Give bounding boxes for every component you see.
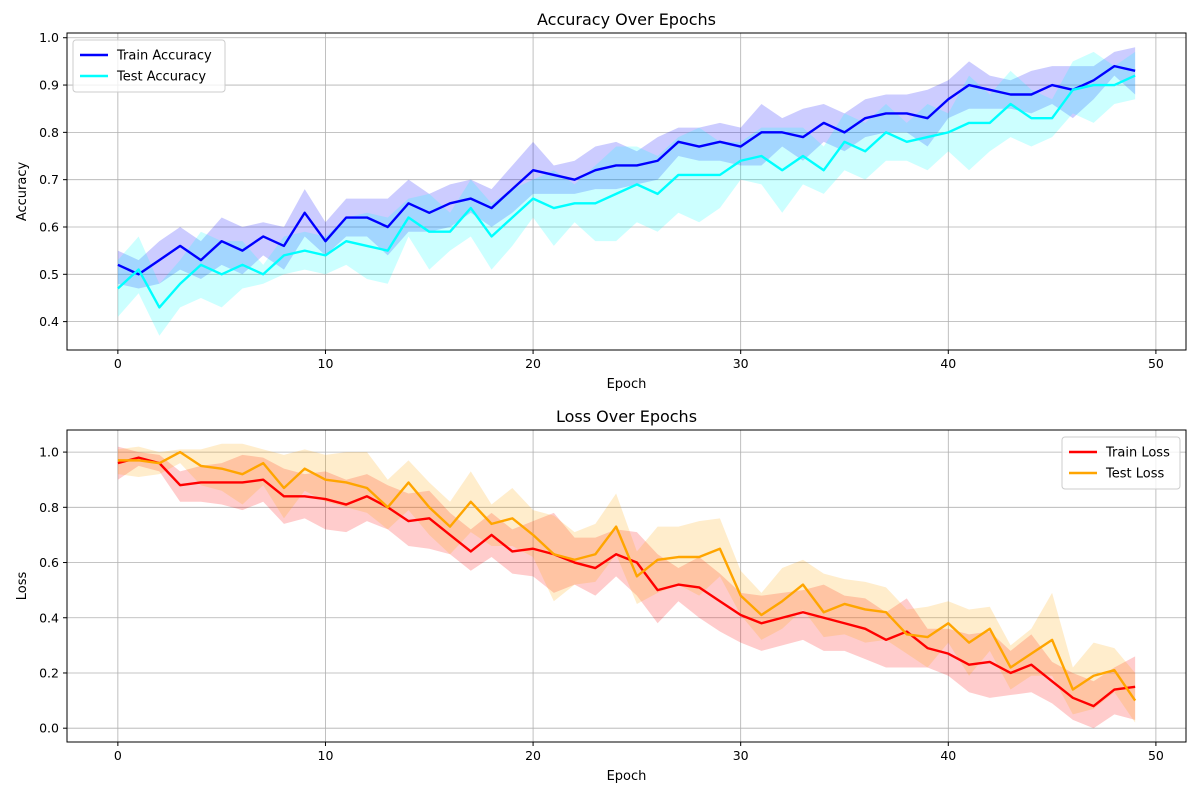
loss-chart: 0 10 20 30 40 50 0.0 0.2 0.4 0.6 0.8 1.0 Loss Over E… xyxy=(15,407,1187,784)
confidence-band-train-loss xyxy=(117,446,1136,729)
x-tick-label: 0 xyxy=(114,356,122,371)
legend-label: Test Loss xyxy=(1105,467,1164,482)
y-tick-label: 0.5 xyxy=(39,267,59,282)
axes-frame xyxy=(66,32,1187,351)
x-tick-label: 30 xyxy=(733,356,749,371)
legend-box xyxy=(1061,436,1181,490)
y-tick-label: 1.0 xyxy=(39,30,59,45)
x-tick-label: 20 xyxy=(525,356,541,371)
y-tick-label: 0.8 xyxy=(39,125,59,140)
legend-box xyxy=(72,39,226,93)
x-tick-label: 40 xyxy=(940,748,956,763)
chart-title: Accuracy Over Epochs xyxy=(537,10,716,29)
series-line-test-loss xyxy=(117,450,1137,702)
x-tick-label: 10 xyxy=(318,356,334,371)
x-axis-label: Epoch xyxy=(607,377,647,392)
legend: Train Accuracy Test Accuracy xyxy=(72,39,226,93)
x-tick-label: 0 xyxy=(114,748,122,763)
accuracy-chart: 0 10 20 30 40 50 0.4 0.5 0.6 0.7 0.8 0.9 1.0 Accuracy… xyxy=(15,10,1187,392)
legend-label: Train Loss xyxy=(1105,446,1170,461)
y-tick-label: 0.6 xyxy=(39,555,59,570)
x-axis-label: Epoch xyxy=(607,769,647,784)
axes-frame xyxy=(66,429,1187,743)
y-tick-label: 0.9 xyxy=(39,78,59,93)
y-tick-label: 1.0 xyxy=(39,445,59,460)
y-tick-label: 0.6 xyxy=(39,219,59,234)
series-line-train-accuracy xyxy=(117,64,1136,276)
legend-label: Test Accuracy xyxy=(116,70,206,85)
y-axis-label: Loss xyxy=(15,572,30,601)
y-axis-label: Accuracy xyxy=(15,162,30,222)
x-tick-label: 40 xyxy=(940,356,956,371)
y-tick-label: 0.0 xyxy=(39,721,59,736)
y-tick-label: 0.2 xyxy=(39,665,59,680)
x-tick-label: 50 xyxy=(1148,356,1164,371)
y-tick-label: 0.7 xyxy=(39,172,59,187)
x-tick-label: 50 xyxy=(1148,748,1164,763)
y-tick-label: 0.4 xyxy=(39,610,59,625)
series-line-train-loss xyxy=(117,456,1136,708)
series-line-test-accuracy xyxy=(117,74,1136,309)
y-tick-label: 0.4 xyxy=(39,314,59,329)
y-tick-label: 0.8 xyxy=(39,500,59,515)
x-tick-label: 20 xyxy=(525,748,541,763)
legend: Train Loss Test Loss xyxy=(1061,436,1181,490)
confidence-band-train-accuracy xyxy=(117,47,1136,289)
confidence-band-test-accuracy xyxy=(117,51,1136,336)
x-tick-label: 30 xyxy=(733,748,749,763)
legend-label: Train Accuracy xyxy=(116,49,212,64)
x-tick-label: 10 xyxy=(318,748,334,763)
chart-title: Loss Over Epochs xyxy=(556,407,697,426)
confidence-band-test-loss xyxy=(117,443,1136,723)
